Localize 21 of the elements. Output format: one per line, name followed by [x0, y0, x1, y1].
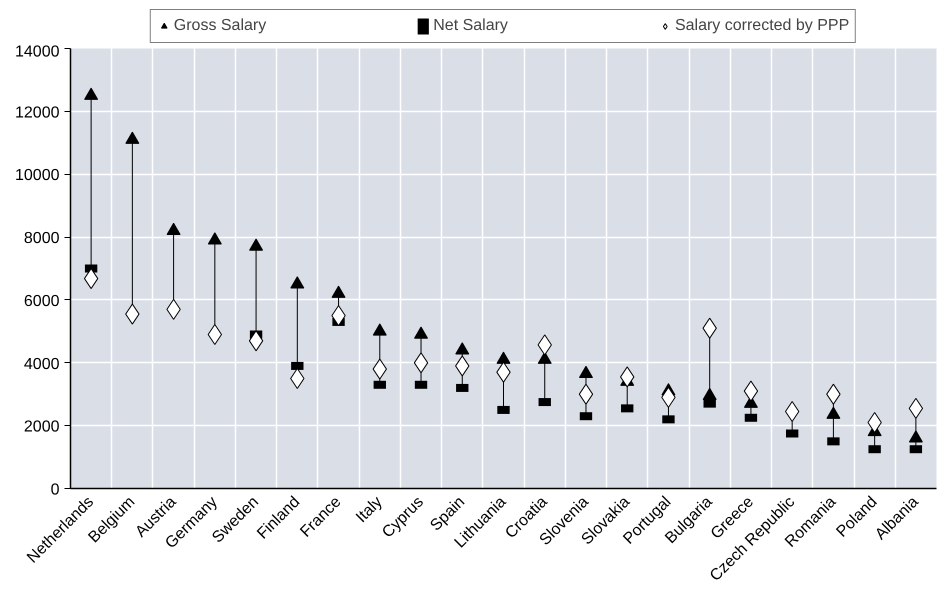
legend-label: Net Salary	[433, 17, 508, 35]
y-tick-label: 4000	[24, 356, 60, 373]
point	[372, 323, 387, 336]
y-tick-label: 2000	[24, 418, 60, 436]
legend-label: Gross Salary	[174, 17, 266, 35]
x-tick-label: Italy	[353, 493, 386, 526]
point	[332, 286, 346, 298]
point	[84, 88, 98, 100]
point	[249, 238, 264, 251]
y-tick-label: 0	[50, 482, 60, 498]
point	[166, 222, 181, 236]
point	[208, 232, 222, 244]
point	[290, 276, 304, 288]
y-tick-label: 8000	[24, 230, 60, 248]
y-tick-label: 12000	[15, 104, 60, 122]
y-tick-label: 14000	[15, 44, 60, 60]
y-tick-label: 10000	[15, 167, 60, 184]
point	[125, 132, 140, 144]
point	[867, 412, 882, 433]
legend-label: Salary corrected by PPP	[674, 17, 850, 35]
y-tick-label: 6000	[24, 292, 60, 310]
